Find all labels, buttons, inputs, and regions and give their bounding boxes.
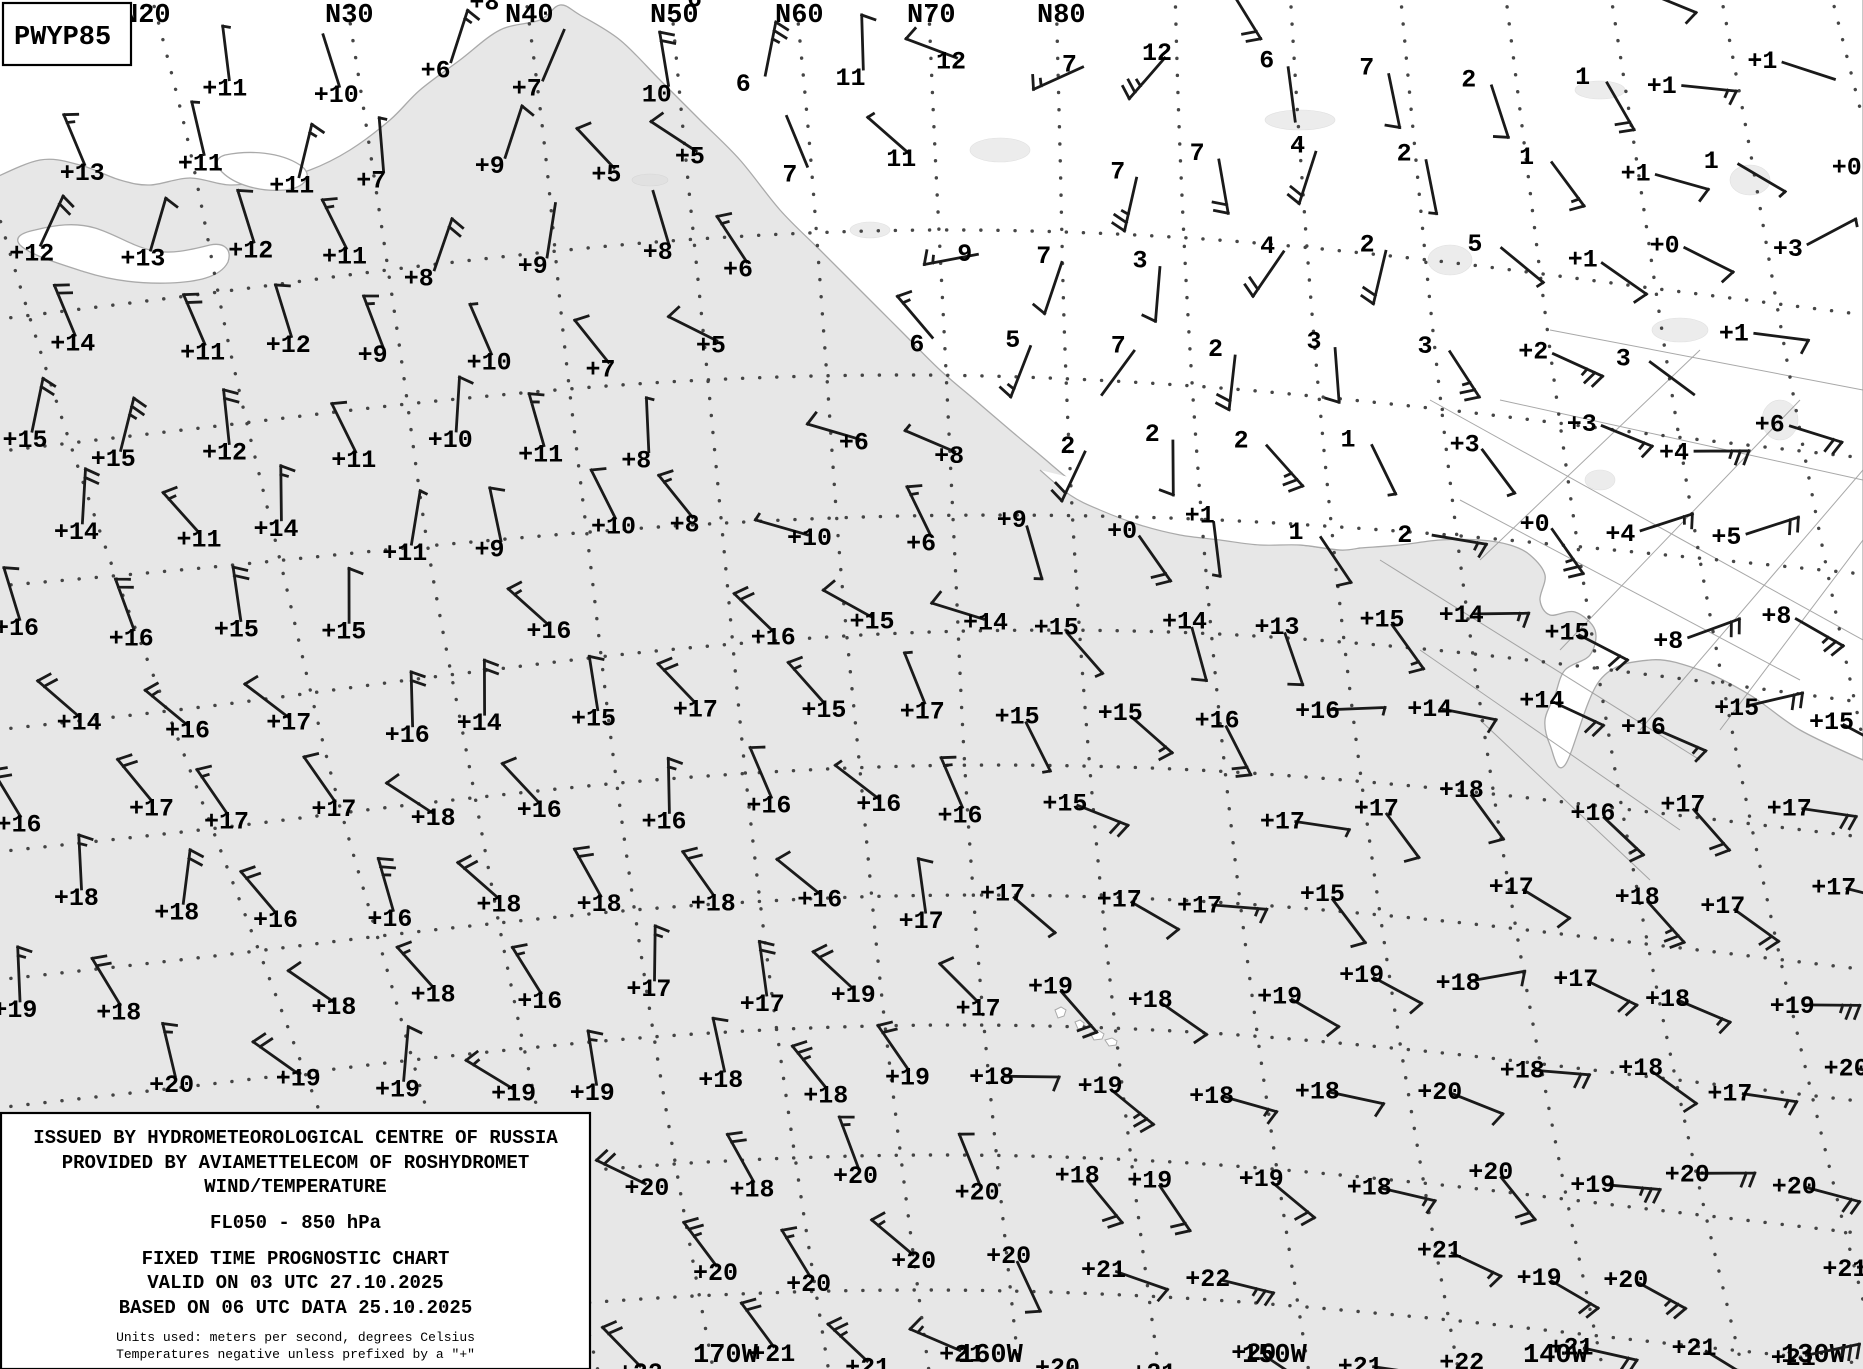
- svg-text:PWYP85: PWYP85: [14, 23, 111, 53]
- svg-text:170W: 170W: [693, 1341, 759, 1369]
- svg-text:130W: 130W: [1781, 1341, 1847, 1369]
- svg-text:N80: N80: [1037, 1, 1086, 31]
- svg-text:150W: 150W: [1242, 1341, 1308, 1369]
- svg-text:N40: N40: [505, 1, 554, 31]
- svg-text:140W: 140W: [1523, 1341, 1589, 1369]
- svg-text:N50: N50: [650, 1, 699, 31]
- svg-text:N60: N60: [775, 1, 824, 31]
- svg-text:N30: N30: [325, 1, 374, 31]
- svg-text:160W: 160W: [958, 1341, 1024, 1369]
- svg-text:N70: N70: [907, 1, 956, 31]
